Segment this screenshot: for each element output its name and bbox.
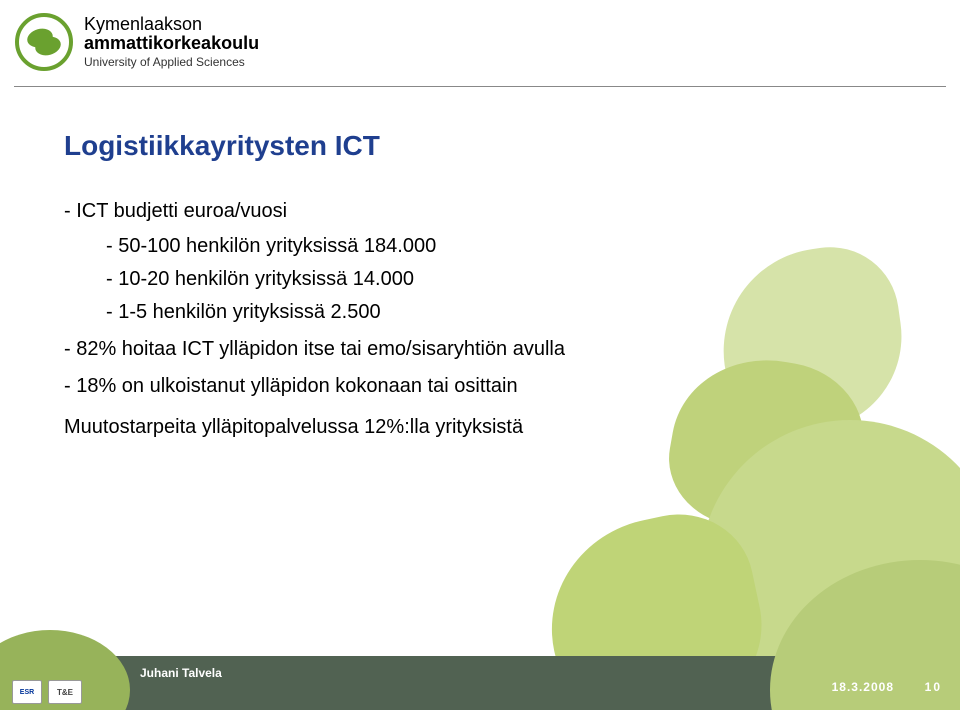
header-divider <box>14 86 946 87</box>
list-item: - 50-100 henkilön yrityksissä 184.000 <box>106 231 896 262</box>
footer-page-number: 10 <box>925 680 942 694</box>
te-logo-icon: T&E <box>48 680 82 704</box>
brand-text: Kymenlaakson ammattikorkeakoulu Universi… <box>84 15 259 70</box>
brand-line1: Kymenlaakson <box>84 15 259 35</box>
list-item: - 18% on ulkoistanut ylläpidon kokonaan … <box>64 371 896 402</box>
brand-line3: University of Applied Sciences <box>84 56 259 69</box>
brand-logo-icon <box>14 12 74 72</box>
header: Kymenlaakson ammattikorkeakoulu Universi… <box>14 12 259 72</box>
bullet-list: - ICT budjetti euroa/vuosi - 50-100 henk… <box>64 196 896 443</box>
list-item: - 1-5 henkilön yrityksissä 2.500 <box>106 297 896 328</box>
list-item: Muutostarpeita ylläpitopalvelussa 12%:ll… <box>64 412 896 443</box>
list-item: - 82% hoitaa ICT ylläpidon itse tai emo/… <box>64 334 896 365</box>
footer-logos: ESR T&E <box>12 680 82 704</box>
list-item: - ICT budjetti euroa/vuosi <box>64 196 896 227</box>
brand-line2: ammattikorkeakoulu <box>84 34 259 54</box>
esr-logo-icon: ESR <box>12 680 42 704</box>
list-item: - 10-20 henkilön yrityksissä 14.000 <box>106 264 896 295</box>
footer-author: Juhani Talvela <box>140 666 222 680</box>
content: Logistiikkayritysten ICT - ICT budjetti … <box>64 130 896 447</box>
footer-date: 18.3.2008 <box>832 680 894 694</box>
slide-title: Logistiikkayritysten ICT <box>64 130 896 162</box>
slide-root: Kymenlaakson ammattikorkeakoulu Universi… <box>0 0 960 710</box>
